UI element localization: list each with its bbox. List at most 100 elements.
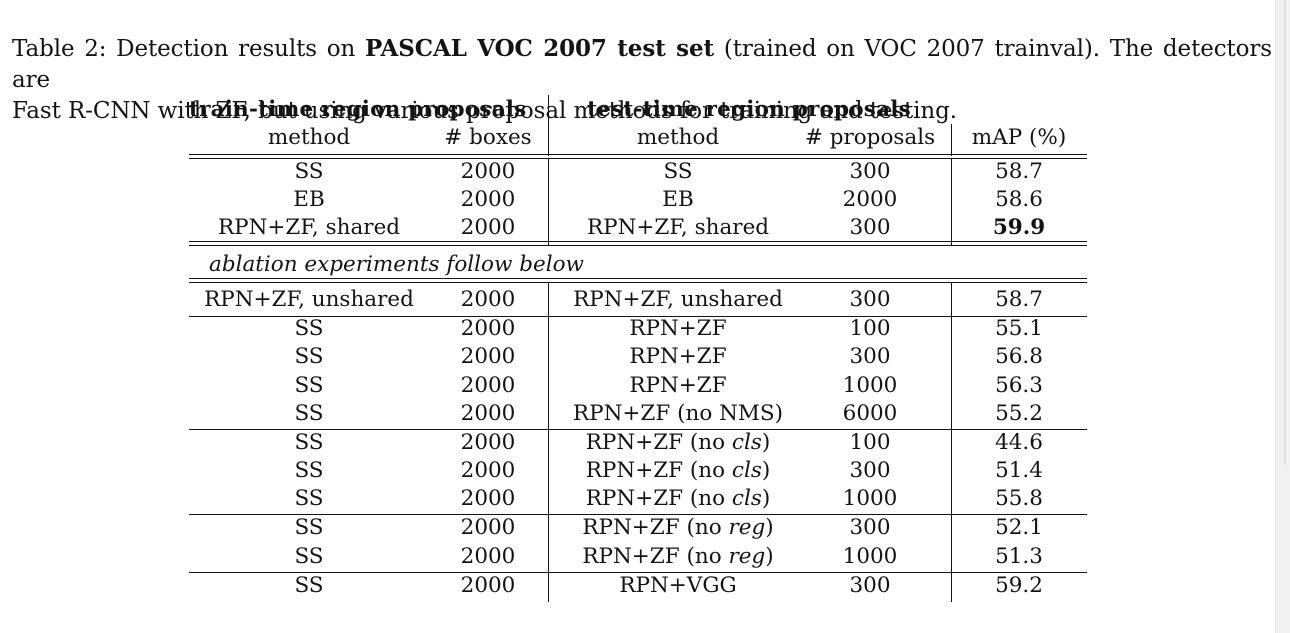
test-method-note: cls bbox=[731, 486, 762, 511]
cell-map: 59.2 bbox=[995, 573, 1043, 598]
cell-train-method: SS bbox=[294, 316, 324, 341]
cell-train-method: RPN+ZF, unshared bbox=[204, 287, 414, 312]
caption-prefix: Table 2: Detection results on bbox=[12, 36, 365, 62]
col-test-proposals: # proposals bbox=[804, 125, 936, 150]
test-method-suffix: ) bbox=[761, 486, 771, 511]
test-method-text: RPN+ZF (no bbox=[582, 515, 729, 540]
table-caption: Table 2: Detection results on PASCAL VOC… bbox=[12, 33, 1272, 127]
test-method-text: RPN+ZF bbox=[629, 316, 727, 341]
test-method-text: EB bbox=[662, 187, 694, 212]
cell-map: 58.7 bbox=[995, 287, 1043, 312]
cell-train-boxes: 2000 bbox=[460, 187, 516, 212]
cell-train-boxes: 2000 bbox=[460, 287, 516, 312]
vrule-test-header bbox=[548, 95, 549, 156]
rule-top-a bbox=[189, 154, 1087, 155]
test-method-text: RPN+ZF (no NMS) bbox=[572, 401, 784, 426]
cell-train-method: SS bbox=[294, 544, 324, 569]
cell-test-method: RPN+ZF bbox=[548, 343, 808, 371]
train-group-header: train-time region proposals bbox=[189, 97, 527, 122]
caption-middle: (trained on VOC 2007 trainval). The dete… bbox=[12, 36, 1272, 93]
cell-test-proposals: 300 bbox=[849, 458, 891, 483]
cell-train-boxes: 2000 bbox=[460, 515, 516, 540]
cell-test-proposals: 300 bbox=[849, 159, 891, 184]
vrule-test-ablation bbox=[548, 282, 549, 602]
cell-train-method: SS bbox=[294, 458, 324, 483]
vrule-map-header bbox=[951, 124, 952, 156]
cell-train-method: EB bbox=[293, 187, 325, 212]
rule-sep-1 bbox=[189, 316, 1087, 317]
cell-test-method: RPN+ZF, unshared bbox=[548, 286, 808, 314]
cell-map: 56.3 bbox=[995, 373, 1043, 398]
cell-test-proposals: 300 bbox=[849, 344, 891, 369]
cell-test-proposals: 2000 bbox=[842, 187, 898, 212]
cell-test-proposals: 1000 bbox=[842, 544, 898, 569]
cell-map: 55.1 bbox=[995, 316, 1043, 341]
test-method-text: RPN+ZF (no bbox=[585, 430, 732, 455]
cell-train-method: SS bbox=[294, 430, 324, 455]
cell-test-proposals: 100 bbox=[849, 430, 891, 455]
cell-test-proposals: 1000 bbox=[842, 373, 898, 398]
cell-train-method: SS bbox=[294, 159, 324, 184]
vrule-test-top bbox=[548, 158, 549, 246]
vrule-map-top bbox=[951, 158, 952, 246]
cell-map: 55.2 bbox=[995, 401, 1043, 426]
cell-test-proposals: 6000 bbox=[842, 401, 898, 426]
cell-train-method: SS bbox=[294, 373, 324, 398]
cell-map: 55.8 bbox=[995, 486, 1043, 511]
test-method-note: reg bbox=[728, 544, 766, 569]
cell-test-method: SS bbox=[548, 158, 808, 186]
cell-test-proposals: 100 bbox=[849, 316, 891, 341]
cell-map: 56.8 bbox=[995, 344, 1043, 369]
cell-test-proposals: 1000 bbox=[842, 486, 898, 511]
cell-train-method: SS bbox=[294, 573, 324, 598]
scroll-marker bbox=[1284, 0, 1286, 465]
cell-test-proposals: 300 bbox=[849, 215, 891, 240]
vrule-map-ablation bbox=[951, 282, 952, 602]
test-method-text: RPN+ZF (no bbox=[585, 458, 732, 483]
test-group-header: test-time region proposals bbox=[587, 97, 911, 122]
test-method-text: RPN+ZF, shared bbox=[586, 215, 770, 240]
cell-test-method: RPN+ZF (no cls) bbox=[548, 485, 808, 513]
cell-map: 51.3 bbox=[995, 544, 1043, 569]
test-method-note: cls bbox=[731, 430, 762, 455]
cell-train-method: SS bbox=[294, 344, 324, 369]
test-method-note: cls bbox=[731, 458, 762, 483]
cell-train-boxes: 2000 bbox=[460, 458, 516, 483]
rule-ablation-b bbox=[189, 282, 1087, 283]
cell-test-method: EB bbox=[548, 186, 808, 214]
cell-test-method: RPN+ZF (no reg) bbox=[548, 514, 808, 542]
col-test-method: method bbox=[636, 125, 720, 150]
cell-train-boxes: 2000 bbox=[460, 344, 516, 369]
cell-test-proposals: 300 bbox=[849, 287, 891, 312]
cell-train-method: RPN+ZF, shared bbox=[217, 215, 401, 240]
cell-test-method: RPN+ZF bbox=[548, 315, 808, 343]
col-train-method: method bbox=[267, 125, 351, 150]
cell-train-boxes: 2000 bbox=[460, 486, 516, 511]
cell-train-method: SS bbox=[294, 515, 324, 540]
rule-top-b bbox=[189, 158, 1087, 159]
test-method-note: reg bbox=[728, 515, 766, 540]
cell-test-proposals: 300 bbox=[849, 573, 891, 598]
test-method-text: RPN+ZF (no bbox=[585, 486, 732, 511]
rule-ablation-a bbox=[189, 278, 1087, 279]
cell-test-proposals: 300 bbox=[849, 515, 891, 540]
cell-map: 58.6 bbox=[995, 187, 1043, 212]
col-map: mAP (%) bbox=[971, 125, 1067, 150]
test-method-suffix: ) bbox=[761, 430, 771, 455]
test-method-text: SS bbox=[663, 159, 693, 184]
cell-train-boxes: 2000 bbox=[460, 159, 516, 184]
cell-train-method: SS bbox=[294, 401, 324, 426]
cell-train-boxes: 2000 bbox=[460, 544, 516, 569]
cell-train-boxes: 2000 bbox=[460, 430, 516, 455]
cell-train-boxes: 2000 bbox=[460, 215, 516, 240]
test-method-suffix: ) bbox=[765, 515, 774, 540]
cell-train-boxes: 2000 bbox=[460, 373, 516, 398]
cell-map: 52.1 bbox=[995, 515, 1043, 540]
cell-test-method: RPN+VGG bbox=[548, 572, 808, 600]
cell-test-method: RPN+ZF, shared bbox=[548, 214, 808, 242]
cell-train-method: SS bbox=[294, 486, 324, 511]
cell-train-boxes: 2000 bbox=[460, 401, 516, 426]
cell-map: 59.9 bbox=[992, 215, 1046, 240]
cell-map: 51.4 bbox=[995, 458, 1043, 483]
test-method-text: RPN+VGG bbox=[619, 573, 737, 598]
